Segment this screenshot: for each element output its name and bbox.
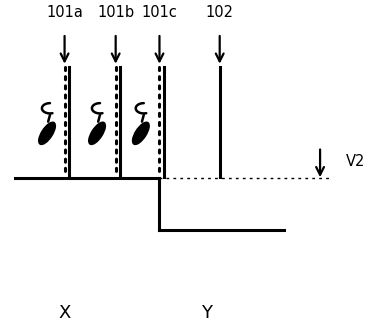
Ellipse shape	[132, 122, 149, 144]
Text: 101c: 101c	[142, 5, 177, 20]
Ellipse shape	[39, 122, 56, 144]
Text: 102: 102	[206, 5, 234, 20]
Text: V2: V2	[346, 154, 365, 169]
Text: 101b: 101b	[97, 5, 134, 20]
Text: X: X	[58, 304, 71, 322]
Text: 101a: 101a	[46, 5, 83, 20]
Ellipse shape	[89, 122, 105, 144]
Text: Y: Y	[201, 304, 212, 322]
